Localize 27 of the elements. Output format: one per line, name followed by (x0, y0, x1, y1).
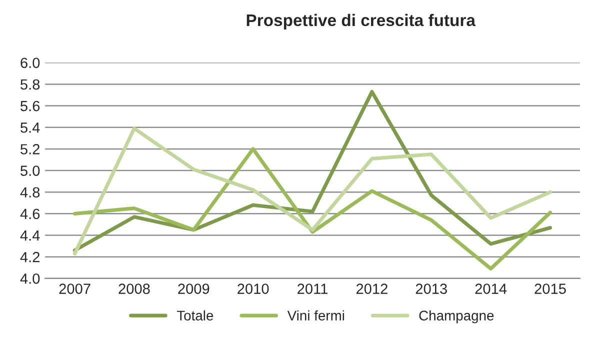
y-tick-label: 4.8 (20, 187, 40, 198)
x-tick-label: 2014 (475, 284, 507, 294)
line-series (72, 126, 552, 256)
x-tick-label: 2011 (298, 284, 328, 294)
legend-label: Vini fermi (287, 310, 344, 321)
x-tick-label: 2012 (356, 284, 388, 294)
y-tick-label: 4.2 (20, 252, 40, 262)
x-tick-label: 2013 (416, 284, 447, 294)
y-tick-label: 5.8 (20, 79, 40, 90)
line-series (72, 147, 552, 270)
x-tick-label: 2015 (534, 284, 566, 294)
x-tick-label: 2007 (59, 284, 90, 294)
y-tick-label: 4.4 (20, 230, 40, 241)
line-series (72, 90, 552, 252)
legend-label: Totale (176, 310, 214, 321)
y-tick-label: 5.0 (20, 166, 40, 176)
y-tick-label: 5.6 (20, 100, 40, 112)
y-tick-label: 5.2 (20, 144, 40, 154)
y-tick-label: 4.6 (20, 208, 40, 220)
x-tick-label: 2008 (118, 284, 150, 294)
y-tick-label: 5.4 (20, 122, 40, 133)
legend-label: Champagne (419, 310, 494, 324)
y-tick-label: 6.0 (20, 58, 40, 68)
x-tick-label: 2009 (178, 284, 210, 294)
chart-title: Prospettive di crescita futura (246, 14, 476, 30)
x-tick-label: 2010 (238, 284, 269, 294)
y-tick-label: 4.0 (20, 274, 40, 284)
